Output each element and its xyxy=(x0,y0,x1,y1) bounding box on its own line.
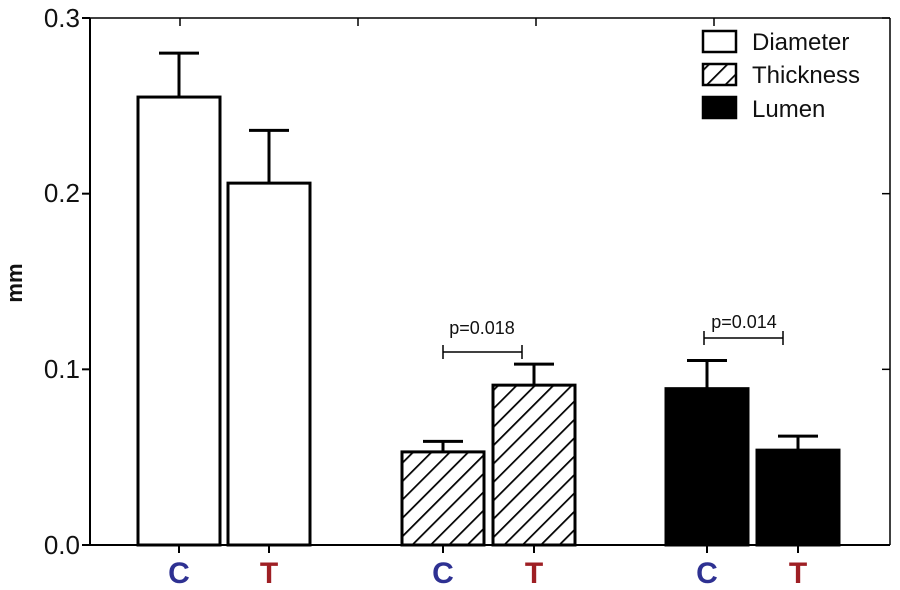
bar-thickness-t xyxy=(493,385,575,545)
y-tick-label-3: 0.3 xyxy=(44,3,80,33)
legend-label-thickness: Thickness xyxy=(752,62,860,89)
error-bar-thickness-t xyxy=(514,364,554,385)
bar-lumen-c xyxy=(666,389,748,545)
error-bar-lumen-c xyxy=(687,361,727,389)
category-label-thickness-t: T xyxy=(525,557,543,590)
error-bar-diameter-c xyxy=(159,53,199,97)
p-value-lumen: p=0.014 xyxy=(711,312,777,332)
bar-lumen-t xyxy=(757,450,839,545)
p-value-thickness: p=0.018 xyxy=(449,318,515,338)
legend-swatch-lumen xyxy=(703,97,736,118)
error-bar-lumen-t xyxy=(778,436,818,450)
error-bar-thickness-c xyxy=(423,441,463,452)
category-label-diameter-c: C xyxy=(168,557,190,590)
y-axis-title: mm xyxy=(2,263,27,302)
error-bar-diameter-t xyxy=(249,130,289,183)
legend-swatch-thickness xyxy=(703,64,736,85)
significance-bracket-lumen xyxy=(704,331,783,345)
legend-label-lumen: Lumen xyxy=(752,96,825,123)
legend-label-diameter: Diameter xyxy=(752,29,849,56)
bar-thickness-c xyxy=(402,452,484,545)
category-label-lumen-c: C xyxy=(696,557,718,590)
significance-bracket-thickness xyxy=(443,345,522,359)
category-label-diameter-t: T xyxy=(260,557,278,590)
category-label-thickness-c: C xyxy=(432,557,454,590)
y-tick-label-1: 0.1 xyxy=(44,354,80,384)
y-tick-label-2: 0.2 xyxy=(44,178,80,208)
legend-swatch-diameter xyxy=(703,31,736,52)
bar-diameter-t xyxy=(228,183,310,545)
bar-chart: mm 0.0 0.1 0.2 0.3 C T C T C T p=0.018 p… xyxy=(0,0,900,590)
legend: Diameter Thickness Lumen xyxy=(703,29,860,123)
category-label-lumen-t: T xyxy=(789,557,807,590)
bar-diameter-c xyxy=(138,97,220,545)
y-tick-label-0: 0.0 xyxy=(44,530,80,560)
